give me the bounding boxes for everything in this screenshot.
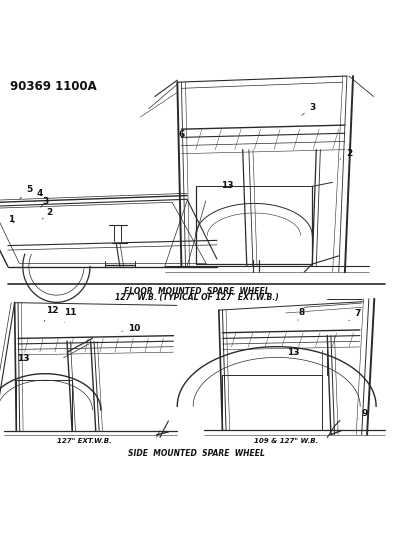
Text: 1: 1: [8, 215, 14, 224]
Text: 13: 13: [286, 349, 299, 358]
Text: 2: 2: [340, 149, 352, 159]
Text: 2: 2: [42, 208, 52, 219]
Text: 6: 6: [178, 130, 187, 139]
Text: 13: 13: [221, 181, 233, 190]
Text: 9: 9: [359, 409, 368, 419]
Text: FLOOR  MOUNTED  SPARE  WHEEL: FLOOR MOUNTED SPARE WHEEL: [124, 287, 269, 296]
Text: SIDE  MOUNTED  SPARE  WHEEL: SIDE MOUNTED SPARE WHEEL: [128, 449, 265, 458]
Text: 8: 8: [298, 308, 305, 320]
Text: 12: 12: [44, 306, 58, 321]
Text: 109 & 127" W.B.: 109 & 127" W.B.: [253, 438, 318, 445]
Text: 4: 4: [35, 189, 43, 201]
Text: 10: 10: [122, 324, 141, 333]
Text: 5: 5: [20, 185, 33, 199]
Text: 13: 13: [17, 354, 30, 364]
Text: 11: 11: [64, 308, 76, 322]
Text: 127" EXT.W.B.: 127" EXT.W.B.: [57, 438, 111, 445]
Text: 90369 1100A: 90369 1100A: [10, 80, 97, 93]
Text: 3: 3: [41, 197, 48, 207]
Text: 7: 7: [349, 309, 361, 321]
Text: 127" W.B. (TYPICAL OF 127" EXT.W.B.): 127" W.B. (TYPICAL OF 127" EXT.W.B.): [115, 294, 278, 302]
Text: 3: 3: [302, 103, 316, 115]
